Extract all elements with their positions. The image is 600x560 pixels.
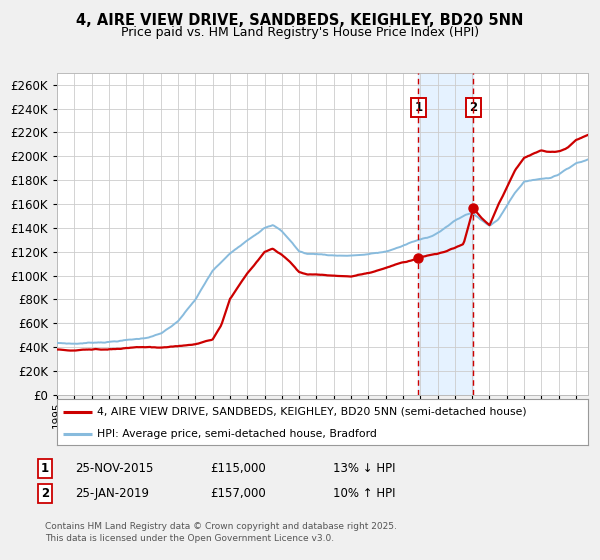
Text: 2: 2 (41, 487, 49, 501)
Text: HPI: Average price, semi-detached house, Bradford: HPI: Average price, semi-detached house,… (97, 429, 377, 438)
Text: 10% ↑ HPI: 10% ↑ HPI (333, 487, 395, 501)
Text: 25-JAN-2019: 25-JAN-2019 (75, 487, 149, 501)
Text: 2: 2 (469, 101, 478, 114)
Text: 13% ↓ HPI: 13% ↓ HPI (333, 462, 395, 475)
Text: Price paid vs. HM Land Registry's House Price Index (HPI): Price paid vs. HM Land Registry's House … (121, 26, 479, 39)
Text: £115,000: £115,000 (210, 462, 266, 475)
Text: 4, AIRE VIEW DRIVE, SANDBEDS, KEIGHLEY, BD20 5NN: 4, AIRE VIEW DRIVE, SANDBEDS, KEIGHLEY, … (76, 13, 524, 28)
Text: 1: 1 (415, 101, 422, 114)
Bar (418, 73, 473, 395)
Text: 25-NOV-2015: 25-NOV-2015 (75, 462, 154, 475)
Text: 1: 1 (41, 462, 49, 475)
Text: 4, AIRE VIEW DRIVE, SANDBEDS, KEIGHLEY, BD20 5NN (semi-detached house): 4, AIRE VIEW DRIVE, SANDBEDS, KEIGHLEY, … (97, 407, 526, 417)
Text: Contains HM Land Registry data © Crown copyright and database right 2025.
This d: Contains HM Land Registry data © Crown c… (45, 522, 397, 543)
Text: £157,000: £157,000 (210, 487, 266, 501)
